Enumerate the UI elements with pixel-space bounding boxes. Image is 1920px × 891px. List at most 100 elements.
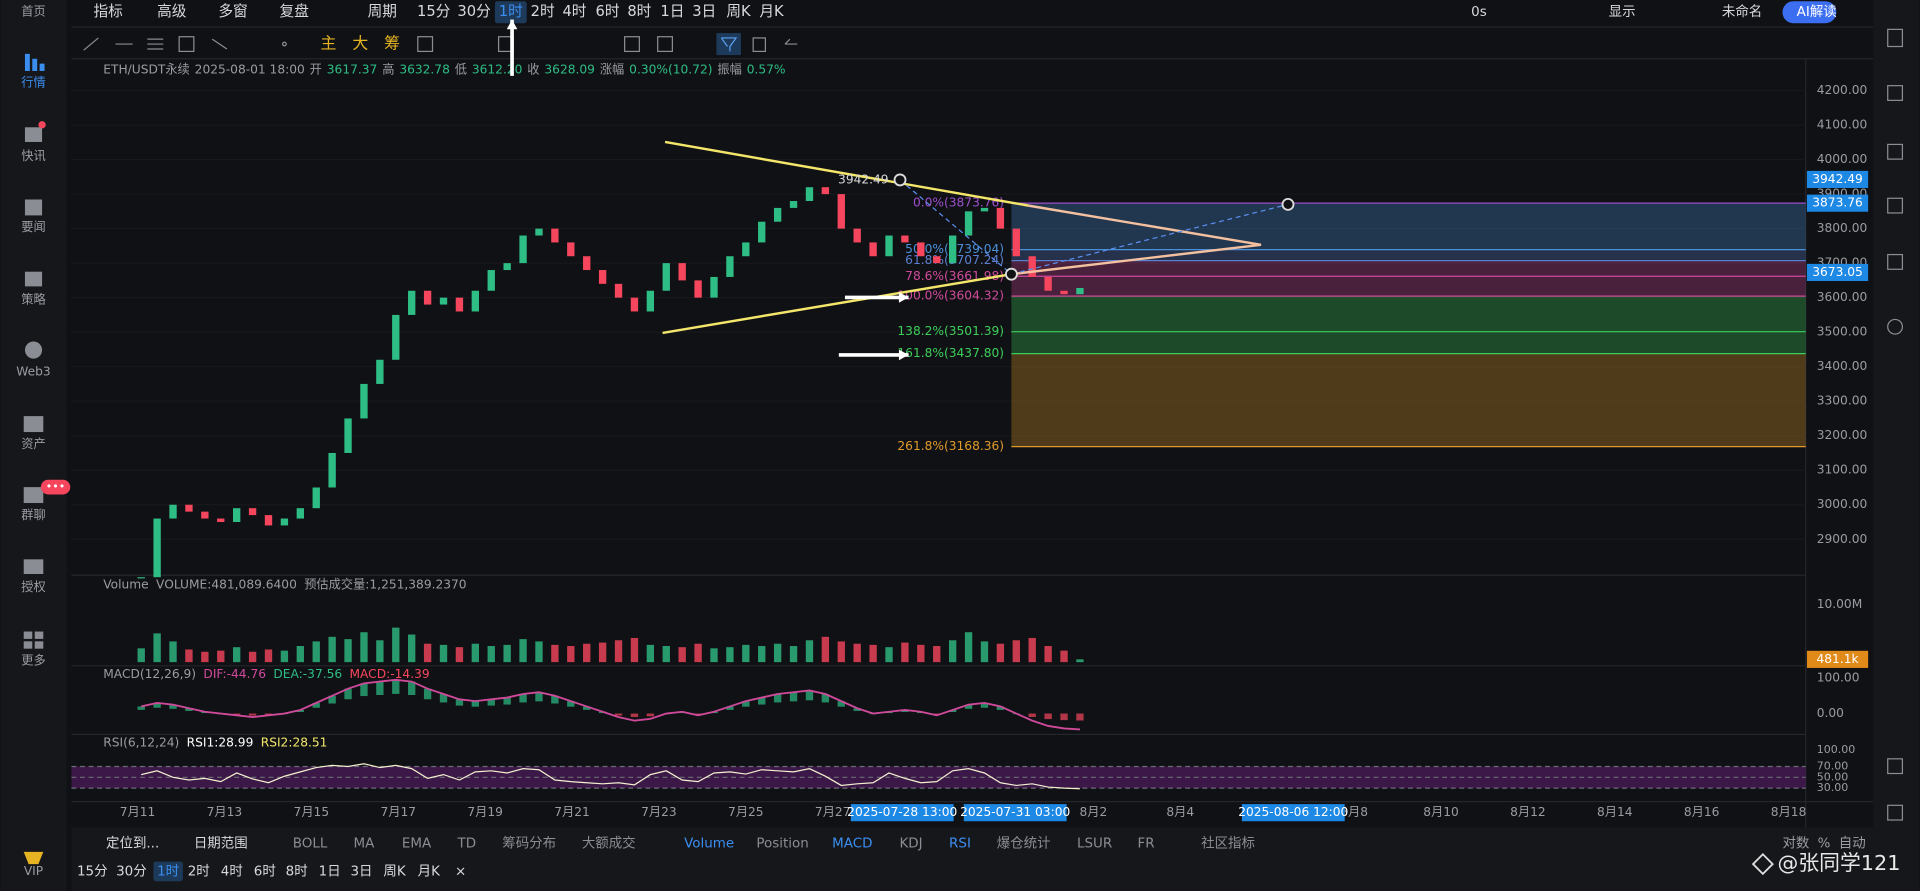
volume-bar <box>869 644 877 663</box>
toolbar-item[interactable]: 1日 <box>660 3 684 20</box>
sidebar-item[interactable]: VIP <box>24 864 43 878</box>
toolbar-item[interactable]: 多窗 <box>218 2 247 20</box>
sidebar-item[interactable]: 行情 <box>21 76 45 90</box>
indicator-tab[interactable]: RSI <box>949 836 971 851</box>
indicator-tab[interactable]: MACD <box>832 836 872 851</box>
indicator-tab[interactable]: LSUR <box>1077 836 1112 851</box>
toolbar-right[interactable]: 未命名 <box>1722 3 1762 20</box>
rsi-line <box>141 763 1080 790</box>
axis-option[interactable]: 对数 <box>1782 835 1809 851</box>
toolbar-right[interactable]: 显示 <box>1609 5 1636 20</box>
x-tick-label: 8月4 <box>1166 805 1194 819</box>
toolbar-item[interactable]: 高级 <box>157 3 187 20</box>
macd-hist <box>933 713 941 715</box>
badge-bg <box>40 479 71 495</box>
macd-hist <box>646 713 655 717</box>
indicator-tab[interactable]: FR <box>1137 836 1154 851</box>
toolbar-item[interactable]: 6时 <box>596 3 620 20</box>
period-tab[interactable]: 6时 <box>254 863 276 879</box>
sidebar-item[interactable]: 资产 <box>21 437 45 451</box>
toolbar-item[interactable]: 周期 <box>368 3 397 20</box>
x-tick-label: 7月11 <box>120 805 156 819</box>
toolbar-item[interactable]: 周K <box>726 3 751 20</box>
sidebar-item[interactable]: 群聊 <box>21 508 45 522</box>
macd-hist <box>614 713 623 716</box>
y-tick-label: 10.00M <box>1817 597 1863 611</box>
toolbar-item[interactable]: 2时 <box>531 3 555 20</box>
sidebar-item[interactable]: 首页 <box>21 5 45 19</box>
toolbar-item[interactable]: 月K <box>759 3 784 20</box>
indicator-tab[interactable]: BOLL <box>293 836 328 851</box>
period-tab[interactable]: 1时 <box>157 863 179 879</box>
tool-label[interactable]: 筹 <box>384 34 400 53</box>
candle <box>1076 287 1084 295</box>
macd-legend: DEA:-37.56 <box>273 667 342 681</box>
sidebar-item[interactable]: 更多 <box>21 653 45 667</box>
toolbar-item[interactable]: 4时 <box>562 3 586 20</box>
sidebar-item[interactable]: 要闻 <box>21 220 45 234</box>
indicator-tab[interactable]: TD <box>456 836 476 851</box>
toolbar-item[interactable]: 15分 <box>417 3 451 20</box>
tool-label[interactable]: 主 <box>321 34 337 53</box>
volume-bar <box>328 636 336 663</box>
period-tab[interactable]: 2时 <box>188 863 210 879</box>
toolbar-item[interactable]: 3日 <box>692 3 716 20</box>
period-tab[interactable]: 1日 <box>319 864 341 879</box>
toolbar-item[interactable]: 8时 <box>627 3 651 20</box>
indicator-tab[interactable]: EMA <box>402 836 432 851</box>
indicator-tab[interactable]: MA <box>354 836 376 851</box>
period-tab[interactable]: 30分 <box>116 863 147 879</box>
period-tab[interactable]: 4时 <box>221 863 243 879</box>
period-tab[interactable]: 周K <box>383 864 406 879</box>
indicator-tab[interactable]: 日期范围 <box>194 835 248 851</box>
period-tab[interactable]: 15分 <box>77 863 108 879</box>
indicator-tab[interactable]: 筹码分布 <box>502 834 556 851</box>
toolbar-item[interactable]: 1时 <box>499 3 523 20</box>
sidebar-item[interactable]: 快讯 <box>21 149 45 163</box>
axis-option[interactable]: % <box>1818 836 1831 851</box>
indicator-tab[interactable]: KDJ <box>899 836 922 851</box>
sidebar-item[interactable]: 策略 <box>21 291 46 306</box>
info-text: 收 <box>527 62 539 76</box>
x-tick-label: 8月12 <box>1510 805 1546 819</box>
candle <box>885 235 893 257</box>
candle <box>662 263 670 291</box>
volume-bar <box>439 644 448 663</box>
indicator-tab[interactable]: 大额成交 <box>582 834 636 851</box>
sidebar-item[interactable]: Web3 <box>16 365 50 379</box>
indicator-tab[interactable]: 社区指标 <box>1201 835 1255 851</box>
macd-legend: MACD(12,26,9) <box>103 667 196 681</box>
indicator-tab[interactable]: 定位到... <box>106 835 159 851</box>
tool-label[interactable]: 大 <box>352 34 368 53</box>
indicator-tab[interactable]: Volume <box>684 836 734 851</box>
candle <box>535 228 543 236</box>
macd-hist <box>344 688 352 700</box>
x-tick-label: 8月2 <box>1080 805 1108 819</box>
period-tab[interactable]: × <box>455 864 466 879</box>
candle <box>853 228 861 243</box>
axis-option[interactable]: 自动 <box>1839 835 1866 851</box>
fib-zone <box>1011 203 1806 250</box>
toolbar-right[interactable]: AI解读 <box>1797 4 1837 20</box>
period-tab[interactable]: 3日 <box>351 864 373 879</box>
macd-hist <box>153 702 161 708</box>
macd-hist <box>392 679 400 694</box>
candle <box>933 256 941 264</box>
candle <box>1028 256 1036 277</box>
period-tab[interactable]: 8时 <box>286 863 308 879</box>
x-highlight <box>850 804 954 822</box>
indicator-tab[interactable]: Position <box>756 836 808 851</box>
period-tab[interactable]: 月K <box>418 864 441 879</box>
volume-bar <box>742 644 750 663</box>
volume-bar <box>726 647 734 663</box>
x-highlight-label: 2025-08-06 12:00 <box>1238 805 1348 819</box>
sidebar-item[interactable]: 授权 <box>21 580 45 594</box>
macd-hist <box>1060 713 1068 721</box>
indicator-tab[interactable]: 爆仓统计 <box>997 835 1051 851</box>
sidebar <box>0 0 67 891</box>
volume-bar <box>948 640 957 663</box>
toolbar-right[interactable]: 0s <box>1471 5 1487 20</box>
toolbar-item[interactable]: 指标 <box>93 3 123 20</box>
toolbar-item[interactable]: 30分 <box>457 3 491 20</box>
toolbar-item[interactable]: 复盘 <box>280 2 310 20</box>
